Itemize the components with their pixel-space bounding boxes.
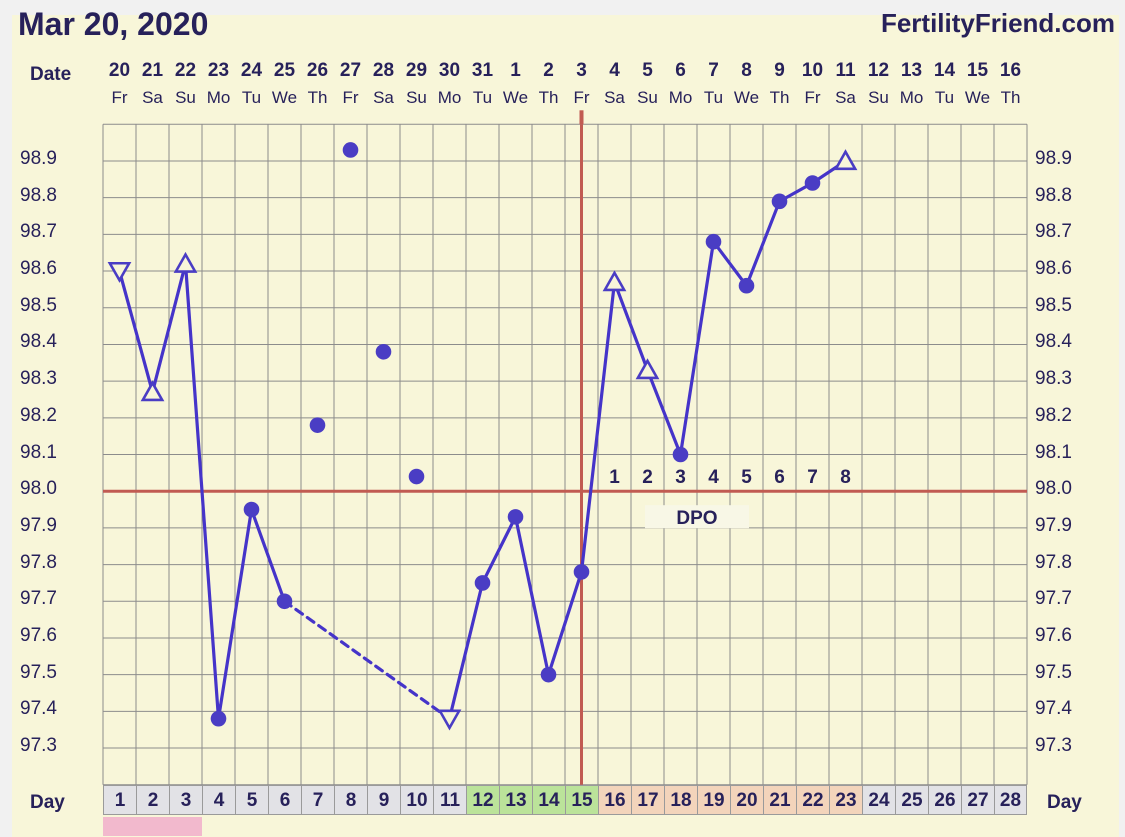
svg-text:8: 8 (840, 467, 851, 488)
svg-text:7: 7 (807, 467, 818, 488)
svg-text:1: 1 (609, 467, 620, 488)
svg-text:4: 4 (708, 467, 719, 488)
svg-text:6: 6 (774, 467, 785, 488)
svg-text:5: 5 (741, 467, 752, 488)
svg-text:3: 3 (675, 467, 686, 488)
svg-text:2: 2 (642, 467, 653, 488)
svg-text:DPO: DPO (676, 508, 717, 529)
